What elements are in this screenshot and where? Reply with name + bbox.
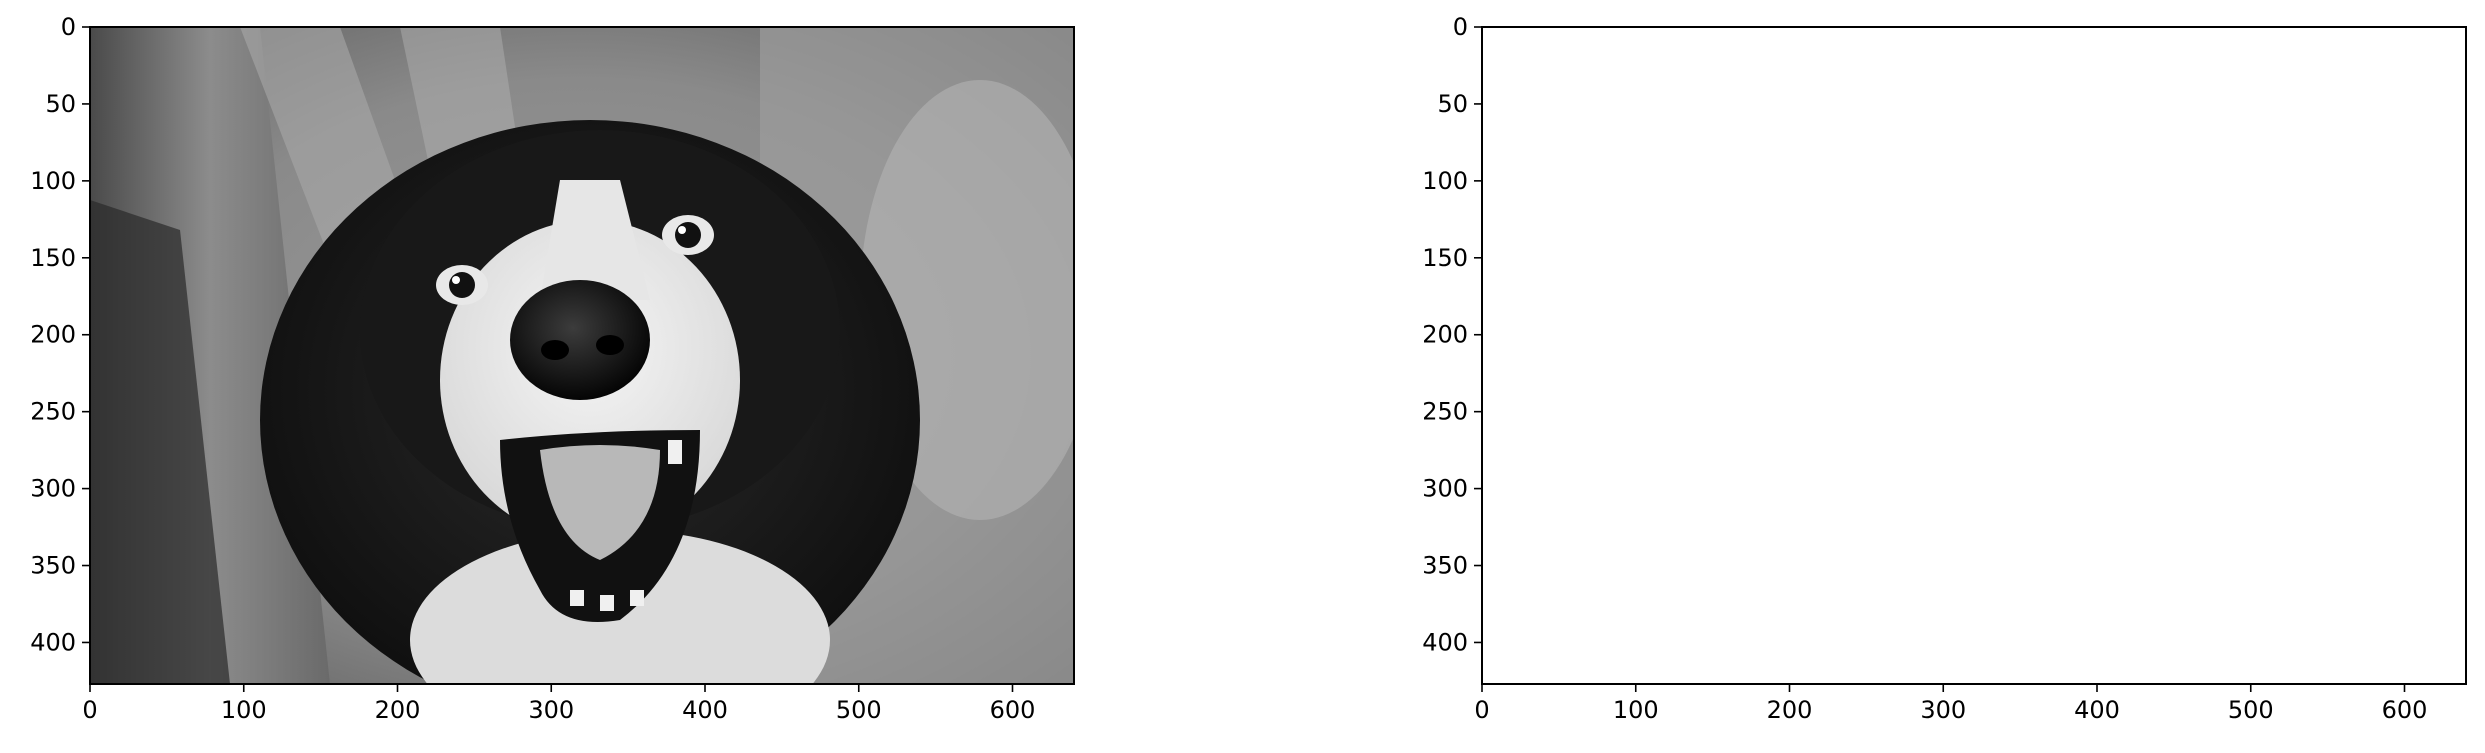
right-y-tick-label: 50 [1437, 90, 1468, 118]
axes-right-frame [1481, 26, 2467, 685]
axes-left-photo: 0 100 200 300 400 500 600 0 50 100 150 200 250 300 350… [30, 13, 1075, 724]
left-y-tick-label: 100 [30, 167, 76, 195]
right-y-tick-label: 150 [1422, 244, 1468, 272]
axes-left-frame [89, 26, 1075, 685]
right-y-tick-label: 200 [1422, 321, 1468, 349]
left-x-tick-label: 200 [375, 696, 421, 724]
left-x-tick-label: 400 [682, 696, 728, 724]
axes-right-blank: 0 100 200 300 400 500 600 0 50 100 150 200 250 300 350… [1422, 13, 2467, 724]
blank-white-image-icon [1482, 27, 2466, 684]
right-y-tick-label: 400 [1422, 628, 1468, 656]
right-x-tick-label: 300 [1920, 696, 1966, 724]
right-y-tick-label: 100 [1422, 167, 1468, 195]
left-x-tick-label: 0 [82, 696, 97, 724]
left-y-tick-label: 250 [30, 398, 76, 426]
left-x-tick-label: 600 [990, 696, 1036, 724]
right-y-tick-label: 350 [1422, 552, 1468, 580]
left-y-tick-label: 0 [61, 13, 76, 41]
axes-right-ticks: 0 100 200 300 400 500 600 0 50 100 150 200 250 300 350… [1422, 13, 2427, 724]
grayscale-dog-photo-icon [90, 27, 1074, 684]
left-y-tick-label: 300 [30, 475, 76, 503]
right-y-tick-label: 0 [1453, 13, 1468, 41]
right-x-tick-label: 100 [1613, 696, 1659, 724]
right-x-tick-label: 200 [1767, 696, 1813, 724]
left-x-tick-label: 300 [528, 696, 574, 724]
left-x-tick-label: 500 [836, 696, 882, 724]
left-y-tick-label: 350 [30, 552, 76, 580]
right-x-tick-label: 0 [1474, 696, 1489, 724]
right-x-tick-label: 400 [2074, 696, 2120, 724]
right-y-tick-label: 250 [1422, 398, 1468, 426]
right-x-tick-label: 600 [2382, 696, 2428, 724]
left-x-tick-label: 100 [221, 696, 267, 724]
right-x-tick-label: 500 [2228, 696, 2274, 724]
axes-left-ticks: 0 100 200 300 400 500 600 0 50 100 150 200 250 300 350… [30, 13, 1035, 724]
left-y-tick-label: 200 [30, 321, 76, 349]
left-y-tick-label: 400 [30, 628, 76, 656]
right-y-tick-label: 300 [1422, 475, 1468, 503]
left-y-tick-label: 150 [30, 244, 76, 272]
left-y-tick-label: 50 [45, 90, 76, 118]
